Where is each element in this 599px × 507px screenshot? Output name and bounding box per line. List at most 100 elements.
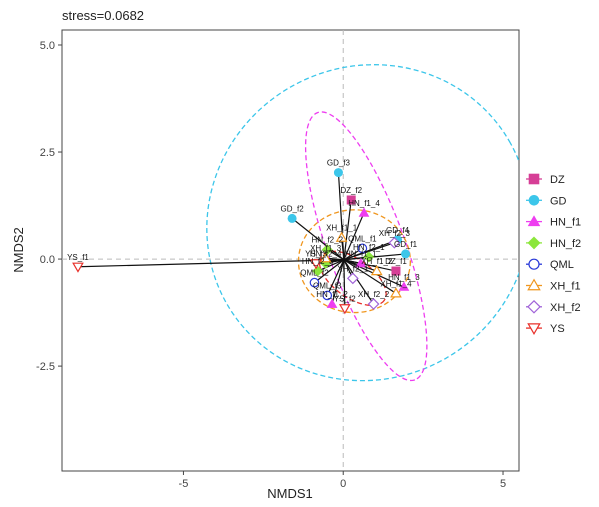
x-axis: -5 0 5 [179,471,506,490]
point-hn-f1-4 [358,207,370,217]
point-label: XH_f1_2 [361,257,393,266]
legend-label: QML [550,259,574,271]
spoke-xh-f1-4 [343,259,397,294]
point-label: XH_f1_3 [310,244,342,253]
chart-title: stress=0.0682 [62,8,144,23]
point-ys-f3 [310,259,322,270]
spoke-ys-f2 [343,259,346,309]
spoke-dz-f2 [343,199,352,260]
legend: DZ GD HN_f1 HN_f2 QML XH_f1 XH_f2 YS [526,173,581,335]
y-tick-label: 0.0 [40,254,55,266]
x-tick-label: -5 [179,478,189,490]
legend-key [528,195,540,206]
point-label: HN_f1_1 [345,249,377,258]
legend-label: XH_f1 [550,281,581,293]
point-label: HN_f1_3 [388,273,420,282]
point-label: HN_f1_4 [348,199,380,208]
legend-item-hn-f2: HN_f2 [526,236,581,250]
point-label: YS_f2 [334,294,356,303]
point-qml-f3 [322,290,333,301]
ellipse-gd [206,64,519,382]
point-dz-f1 [391,266,401,276]
spoke-gd-f2 [291,217,345,261]
point-label: HN_f2_2 [311,236,343,245]
point-label: DZ_f1 [385,257,407,266]
point-xh-f2-1 [346,272,359,285]
point-label: HN_f1_2 [316,290,348,299]
point-label: XH_f2_3 [379,229,411,238]
ellipse-hn-f1 [304,111,428,382]
point-gd-f1 [401,249,411,259]
point-gd-f2 [287,213,297,223]
plot-area: DZ_f1DZ_f2GD_f1GD_f2GD_f3GD_f4HN_f1_1HN_… [61,29,520,472]
point-hn-f1-2 [326,298,338,308]
plot-panel [61,29,520,472]
point-ys-f1 [72,262,84,273]
point-label: QML_f1 [348,234,377,243]
point-xh-f1-2 [370,265,383,276]
point-qml-f1 [357,243,368,254]
point-xh-f1-3 [319,252,332,263]
legend-key [528,258,540,270]
x-axis-label: NMDS1 [267,486,313,501]
point-xh-f1-1 [335,231,348,242]
point-hn-f2-2 [321,244,333,256]
point-ys-f2 [338,304,351,315]
spoke-xh-f2-2 [343,259,375,305]
point-label: XH_f2_1 [337,264,369,273]
y-tick-label: 5.0 [40,40,55,52]
point-label: QML_f3 [313,281,342,290]
spoke-qml-f3 [326,259,345,296]
legend-key [527,278,541,291]
spoke-xh-f2-3 [343,242,395,261]
legend-key [527,215,541,227]
legend-label: DZ [550,174,565,186]
point-label: HN_f2_4 [310,249,342,258]
point-dz-f2 [346,195,356,205]
point-hn-f1-3 [398,281,410,291]
x-tick-label: 0 [340,478,346,490]
point-label: XH_f2_2 [358,290,390,299]
legend-item-qml: QML [526,258,574,271]
spoke-qml-f2 [314,259,345,284]
point-label: QML_f2 [300,269,329,278]
point-qml-f2 [309,277,320,288]
legend-key [527,299,541,314]
legend-item-xh-f2: XH_f2 [526,299,581,314]
point-xh-f2-3 [388,236,401,249]
y-tick-label: -2.5 [36,361,55,373]
point-hn-f1-1 [355,257,367,268]
point-label: GD_f4 [386,226,410,235]
point-label: XH_f1_4 [380,279,412,288]
point-label: DZ_f2 [340,186,362,195]
legend-item-ys: YS [526,323,565,335]
legend-label: GD [550,195,567,207]
legend-label: HN_f2 [550,238,581,250]
legend-key [527,236,541,250]
y-axis-label: NMDS2 [11,227,26,273]
point-label: HN_f2_3 [302,257,334,266]
ellipse-ys [318,250,387,307]
point-label: XH_f1_1 [326,224,358,233]
point-xh-f1-4 [390,287,402,298]
point-hn-f2-3 [312,265,324,277]
legend-key [528,173,540,185]
point-xh-f2-2 [367,298,380,310]
legend-item-hn-f1: HN_f1 [526,215,581,229]
point-gd-f3 [333,168,343,178]
point-label: GD_f1 [394,240,418,249]
legend-key [527,323,541,336]
legend-label: XH_f2 [550,302,581,314]
point-label: YS_f3 [305,249,327,258]
point-label: YS_f1 [67,253,89,262]
y-axis: -2.5 0.0 2.5 5.0 [36,40,62,373]
legend-label: YS [550,323,565,335]
legend-item-dz: DZ [526,173,565,186]
legend-item-gd: GD [526,195,567,207]
spoke-hn-f1-4 [343,212,365,261]
legend-label: HN_f1 [550,217,581,229]
point-label: HN_f2_1 [353,243,385,252]
x-tick-label: 5 [500,478,506,490]
spoke-hn-f2-3 [317,259,345,272]
